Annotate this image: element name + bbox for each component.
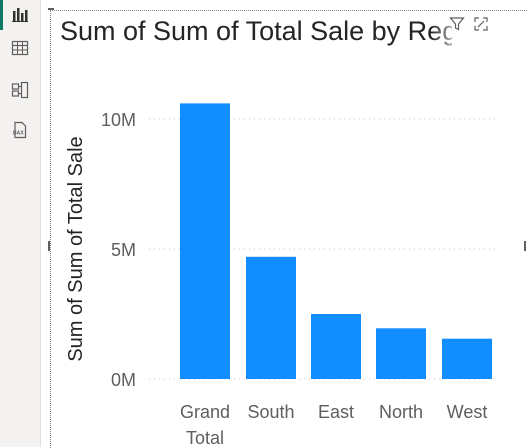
x-tick-label: West [447, 402, 488, 422]
y-tick-label: 0M [111, 370, 136, 390]
report-view-icon[interactable] [0, 0, 40, 32]
bar-north[interactable] [376, 328, 426, 379]
y-axis-title: Sum of Sum of Total Sale [65, 136, 87, 361]
table-view-icon[interactable] [0, 30, 40, 66]
title-fade [431, 15, 471, 47]
chart-visual[interactable]: Sum of Sum of Total Sale by Region 0M 5M 1… [48, 8, 527, 448]
svg-text:DAX: DAX [13, 131, 24, 137]
view-switcher-rail: DAX [0, 0, 41, 447]
bar-east[interactable] [311, 314, 361, 379]
filter-icon[interactable] [449, 16, 465, 37]
bar-chart: 0M 5M 10M Sum of Sum of Total Sale Grand Tota… [65, 103, 495, 448]
x-tick-label: East [318, 402, 354, 422]
y-tick-label: 5M [111, 240, 136, 260]
x-tick-label: South [247, 402, 294, 422]
x-tick-label: Grand [180, 402, 230, 422]
bar-west[interactable] [442, 338, 492, 379]
bar-grand-total[interactable] [180, 103, 230, 380]
resize-handle-right[interactable] [524, 241, 526, 251]
bar-south[interactable] [246, 256, 296, 379]
visual-header-icons [449, 15, 489, 37]
resize-handle-left[interactable] [48, 241, 50, 251]
active-view-indicator [0, 0, 3, 30]
resize-handle-top-left[interactable] [48, 8, 54, 10]
dax-query-view-icon[interactable]: DAX [0, 112, 40, 148]
x-tick-label: Total [186, 428, 224, 448]
model-view-icon[interactable] [0, 72, 40, 108]
y-tick-label: 10M [101, 110, 136, 130]
x-tick-label: North [379, 402, 423, 422]
visual-title: Sum of Sum of Total Sale by Region [60, 16, 452, 46]
focus-mode-icon[interactable] [473, 16, 489, 37]
